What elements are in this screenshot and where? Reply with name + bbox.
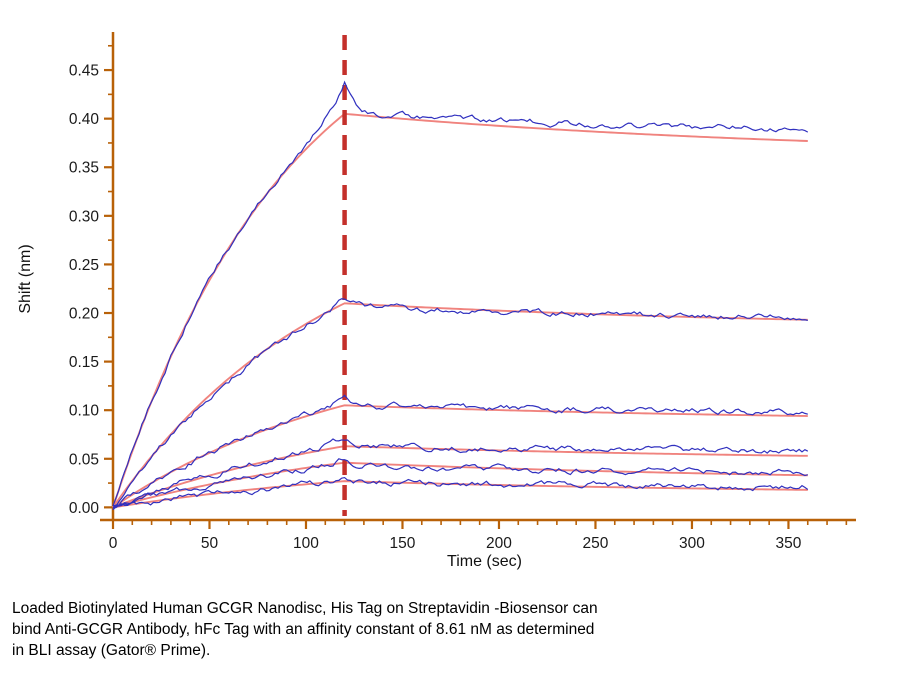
y-axis-title: Shift (nm) (17, 244, 34, 313)
caption-line: in BLI assay (Gator® Prime). (12, 641, 211, 659)
y-tick-label: 0.45 (69, 63, 99, 80)
y-tick-label: 0.40 (69, 111, 100, 128)
fit-line-path (112, 480, 808, 509)
data-trace-path (112, 438, 809, 507)
y-tick-label: 0.10 (69, 403, 100, 420)
data-trace-path (112, 298, 808, 511)
axes: 0.00 0.05 0.10 0.15 0.20 0.25 0.30 0.35 0.40 0.45… (17, 32, 856, 570)
fit-line-path (112, 302, 808, 508)
data-trace-path (112, 458, 808, 509)
bli-chart-svg: 0.00 0.05 0.10 0.15 0.20 0.25 0.30 0.35 0.40 0.45… (17, 32, 856, 570)
y-tick-label: 0.20 (69, 306, 100, 323)
y-tick-label: 0.35 (69, 160, 99, 177)
figure-caption: Loaded Biotinylated Human GCGR Nanodisc,… (12, 599, 702, 661)
fit-line-path (112, 112, 808, 508)
x-tick-label: 200 (486, 535, 512, 552)
data-trace-path (112, 394, 808, 510)
fit-line-path (112, 445, 808, 509)
y-tick-label: 0.00 (69, 500, 100, 517)
data-trace-path (112, 80, 809, 507)
y-tick-label: 0.05 (69, 451, 99, 468)
x-tick-label: 350 (776, 535, 802, 552)
y-tick-label: 0.30 (69, 208, 100, 225)
y-tick-label: 0.15 (69, 354, 99, 371)
x-tick-label: 150 (390, 535, 416, 552)
fit-line-path (112, 404, 808, 509)
x-tick-label: 50 (201, 535, 219, 552)
y-tick-label: 0.25 (69, 257, 99, 274)
x-axis-title: Time (sec) (447, 553, 522, 570)
x-tick-label: 250 (583, 535, 609, 552)
x-tick-label: 300 (679, 535, 705, 552)
data-trace-path (112, 476, 809, 509)
caption-line: bind Anti-GCGR Antibody, hFc Tag with an… (12, 620, 595, 638)
bli-kinetics-figure: 0.00 0.05 0.10 0.15 0.20 0.25 0.30 0.35 0.40 0.45… (12, 32, 856, 661)
x-tick-label: 0 (109, 535, 118, 552)
caption-line: Loaded Biotinylated Human GCGR Nanodisc,… (12, 600, 598, 617)
x-tick-label: 100 (293, 535, 319, 552)
data-traces (112, 80, 809, 511)
